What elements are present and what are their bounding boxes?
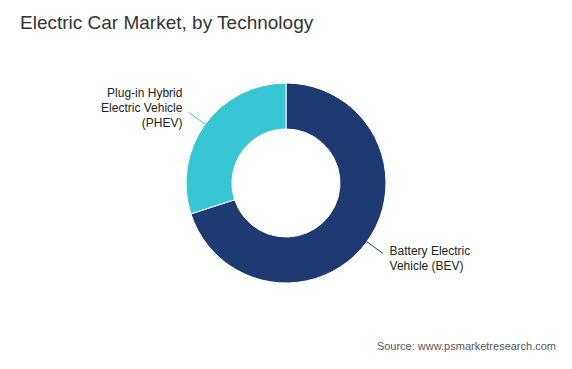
svg-text:Battery ElectricVehicle (BEV): Battery ElectricVehicle (BEV) (390, 244, 471, 273)
svg-text:Plug-in HybridElectric Vehicle: Plug-in HybridElectric Vehicle(PHEV) (101, 86, 183, 130)
html-text:Electric Car Market, by Techno: Electric Car Market, by Technology (20, 12, 314, 33)
html-text:Source: www.psmarketresearch.c: Source: www.psmarketresearch.com (376, 340, 556, 352)
